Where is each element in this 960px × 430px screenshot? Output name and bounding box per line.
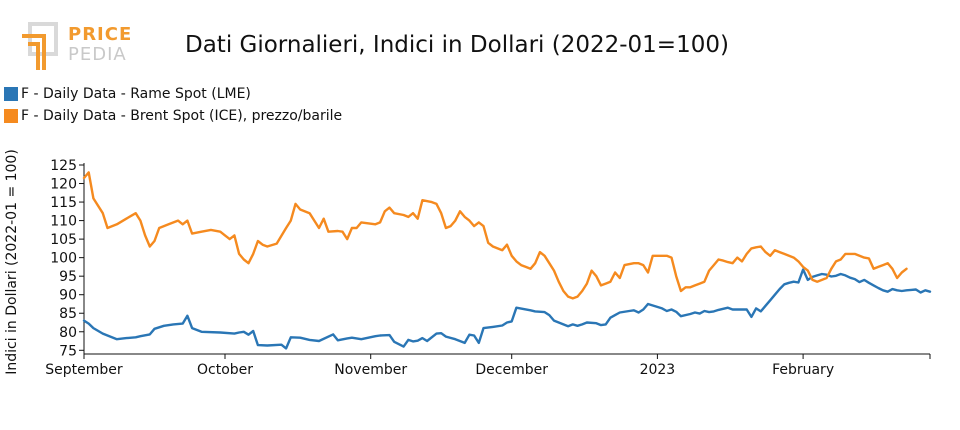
chart-legend: F - Daily Data - Rame Spot (LME) F - Dai… [4,83,342,127]
y-tick-label: 95 [59,269,77,285]
y-tick-label: 100 [50,251,77,267]
y-tick-label: 120 [50,177,77,193]
pricepedia-logo: PRICE PEDIA [18,22,131,74]
legend-item-brent[interactable]: F - Daily Data - Brent Spot (ICE), prezz… [4,105,342,127]
x-tick-label: February [772,362,834,378]
y-tick-label: 115 [50,195,77,211]
series-line-copper[interactable] [82,268,932,350]
logo-mark-icon [22,22,58,70]
x-tick-label: December [475,362,548,378]
chart-title: Dati Giornalieri, Indici in Dollari (202… [185,32,729,58]
y-tick-label: 75 [59,343,77,359]
legend-label-brent: F - Daily Data - Brent Spot (ICE), prezz… [21,108,343,124]
x-tick-label: October [197,362,253,378]
x-tick-label: November [334,362,407,378]
y-tick-label: 90 [59,288,77,304]
y-tick-label: 110 [50,214,77,230]
series-line-brent[interactable] [82,171,908,300]
legend-label-copper: F - Daily Data - Rame Spot (LME) [21,86,251,102]
x-tick-label: September [45,362,123,378]
x-axis: September October November December 2023 Febr… [45,353,931,378]
y-axis-label: Indici in Dollari (2022-01 = 100) [4,149,20,375]
y-tick-label: 105 [50,232,77,248]
logo-text-price: PRICE [68,24,133,45]
x-tick-label: 2023 [640,362,676,378]
legend-swatch-copper [4,87,18,101]
y-tick-label: 80 [59,325,77,341]
y-tick-label: 125 [50,158,77,174]
legend-item-copper[interactable]: F - Daily Data - Rame Spot (LME) [4,83,342,105]
series-lines [82,171,932,350]
y-tick-label: 85 [59,306,77,322]
y-axis: 75 80 85 90 95 100 105 110 115 120 125 [50,158,85,359]
logo-text-pedia: PEDIA [68,44,127,65]
legend-swatch-brent [4,109,18,123]
